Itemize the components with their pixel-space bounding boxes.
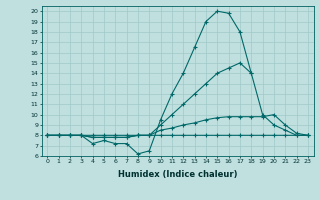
X-axis label: Humidex (Indice chaleur): Humidex (Indice chaleur)	[118, 170, 237, 179]
